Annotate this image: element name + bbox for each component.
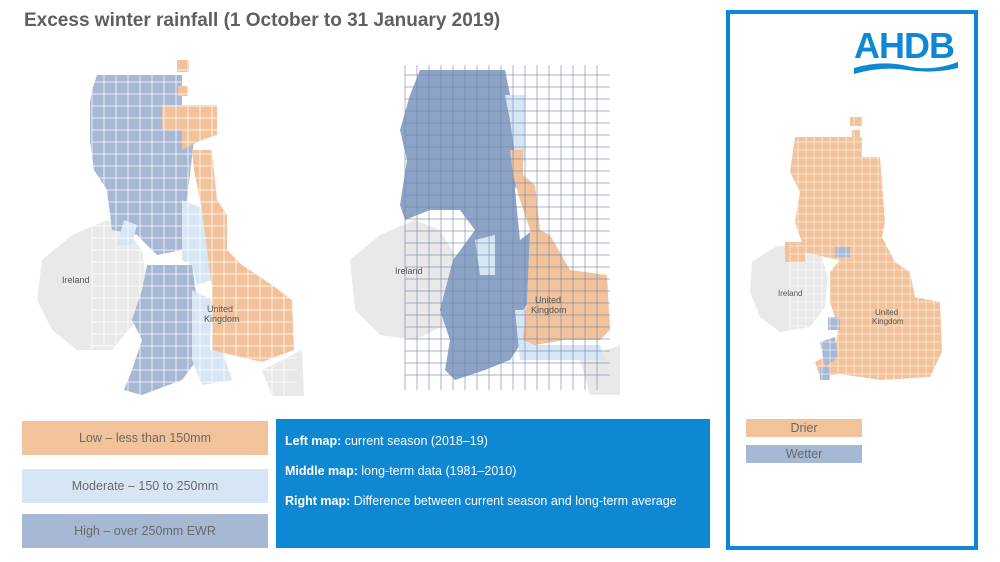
map-difference-svg: Ireland United Kingdom bbox=[750, 112, 945, 387]
label-kingdom: Kingdom bbox=[204, 314, 240, 324]
description-left-map: Left map: current season (2018–19) bbox=[285, 434, 488, 448]
legend-high: High – over 250mm EWR bbox=[22, 514, 268, 548]
label-united: United bbox=[535, 295, 561, 305]
legend-moderate: Moderate – 150 to 250mm bbox=[22, 469, 268, 503]
ahdb-logo: AHDB bbox=[852, 24, 960, 81]
label-kingdom: Kingdom bbox=[531, 305, 567, 315]
label-ireland: Ireland bbox=[62, 275, 90, 285]
grid-overlay bbox=[91, 60, 297, 396]
map-description-panel: Left map: current season (2018–19) Middl… bbox=[276, 419, 710, 548]
cells-low-east bbox=[192, 150, 294, 362]
cells-moderate bbox=[117, 200, 232, 385]
map-current-season: Ireland United Kingdom bbox=[32, 50, 304, 396]
map-long-term-svg: Ireland United Kingdom bbox=[345, 60, 620, 395]
label-united: United bbox=[207, 304, 233, 314]
map-difference: Ireland United Kingdom bbox=[750, 112, 946, 387]
legend-low: Low – less than 150mm bbox=[22, 421, 268, 455]
key-wetter: Wetter bbox=[746, 445, 862, 463]
label-united: United bbox=[875, 308, 898, 317]
grid-overlay bbox=[404, 65, 610, 390]
label-ireland: Ireland bbox=[395, 266, 423, 276]
ahdb-logo-svg: AHDB bbox=[854, 25, 958, 74]
map-long-term: Ireland United Kingdom bbox=[345, 60, 620, 395]
cells-wetter bbox=[820, 247, 850, 380]
description-right-map: Right map: Difference between current se… bbox=[285, 494, 677, 508]
logo-text: AHDB bbox=[854, 25, 954, 66]
grid-overlay bbox=[789, 112, 945, 387]
map-current-season-svg: Ireland United Kingdom bbox=[32, 50, 304, 396]
logo-wave bbox=[854, 62, 958, 74]
page-title: Excess winter rainfall (1 October to 31 … bbox=[24, 10, 501, 31]
description-middle-map: Middle map: long-term data (1981–2010) bbox=[285, 464, 517, 478]
label-ireland: Ireland bbox=[778, 289, 802, 298]
cells-low-islands bbox=[177, 60, 189, 96]
label-kingdom: Kingdom bbox=[872, 317, 904, 326]
ireland-landmass bbox=[350, 220, 457, 340]
key-drier: Drier bbox=[746, 419, 862, 437]
ireland-landmass bbox=[750, 242, 828, 332]
